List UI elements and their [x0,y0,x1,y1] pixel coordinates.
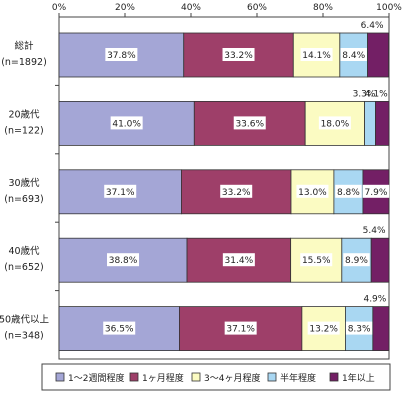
segment-value-label: 6.4% [361,21,384,31]
category-label: 40歳代 [8,245,40,257]
bar-segment [364,101,376,146]
segment-label-box [103,321,136,335]
segment-label-box [343,253,370,267]
segment-label-box [233,116,266,130]
legend-swatch [129,372,139,382]
segment-value-label: 38.8% [109,256,138,266]
category-sample-size: (n=1892) [1,57,47,68]
segment-label-box [107,253,140,267]
segment-value-label: 8.8% [337,188,360,198]
bar-segment [370,237,390,283]
category-label: 20歳代 [8,108,40,120]
category-label: 総計 [14,40,34,52]
x-tick-label: 40% [181,3,201,13]
category-sample-size: (n=693) [4,194,44,205]
segment-label-box [362,184,390,198]
segment-value-label: 4.9% [363,295,386,305]
segment-value-label: 8.4% [342,51,365,61]
bar-segment [304,101,365,146]
legend-swatch [191,372,201,382]
legend-label: 3～4ヶ月程度 [204,372,260,384]
segment-label-box [220,184,253,198]
segment-value-label: 15.5% [302,256,331,266]
bar-segment [372,306,390,352]
legend-label: 半年程度 [280,372,316,384]
segment-value-label: 31.4% [225,256,254,266]
legend-label: 1ヶ月程度 [142,372,184,384]
x-tick-label: 20% [115,3,135,13]
x-tick-label: 100% [376,3,402,13]
segment-value-label: 33.2% [222,188,251,198]
segment-value-label: 8.9% [345,256,368,266]
segment-label-box [307,321,340,335]
category-sample-size: (n=348) [4,331,44,342]
segment-label-box [345,321,373,335]
legend-label: 1年以上 [342,372,375,384]
segment-label-box [105,48,138,61]
category-sample-size: (n=652) [4,262,44,273]
category-sample-size: (n=122) [4,125,44,136]
segment-label-box [296,184,329,198]
segment-value-label: 8.3% [348,325,371,335]
segment-value-label: 7.9% [365,188,388,198]
segment-value-label: 13.2% [309,325,338,335]
segment-value-label: 33.2% [224,51,253,61]
x-tick-label: 0% [52,3,67,13]
category-label: 50歳代以上 [0,314,50,326]
segment-label-box [318,116,351,130]
x-tick-label: 60% [247,3,267,13]
segment-value-label: 37.1% [226,325,255,335]
segment-value-label: 13.0% [298,188,327,198]
bar-segment [375,101,390,146]
segment-label-box [300,48,333,61]
legend-swatch [329,372,339,382]
segment-label-box [224,321,257,335]
segment-value-label: 4.1% [365,89,388,99]
segment-value-label: 33.6% [235,119,264,129]
segment-value-label: 36.5% [105,325,134,335]
segment-value-label: 37.1% [106,188,135,198]
segment-label-box [340,48,367,61]
segment-label-box [300,253,333,267]
segment-label-box [104,184,137,198]
segment-value-label: 41.0% [112,119,141,129]
segment-label-box [110,116,143,130]
segment-value-label: 18.0% [321,119,350,129]
segment-label-box [222,48,255,61]
segment-label-box [335,184,362,198]
x-tick-label: 80% [313,3,333,13]
segment-value-label: 5.4% [363,226,386,236]
segment-label-box [222,253,255,267]
segment-value-label: 3.3% [353,89,376,99]
bar-segment [367,32,390,78]
category-label: 30歳代 [8,177,40,189]
legend-label: 1～2週間程度 [68,372,124,384]
segment-value-label: 37.8% [107,51,136,61]
segment-value-label: 14.1% [302,51,331,61]
legend-swatch [55,372,65,382]
legend-swatch [267,372,277,382]
